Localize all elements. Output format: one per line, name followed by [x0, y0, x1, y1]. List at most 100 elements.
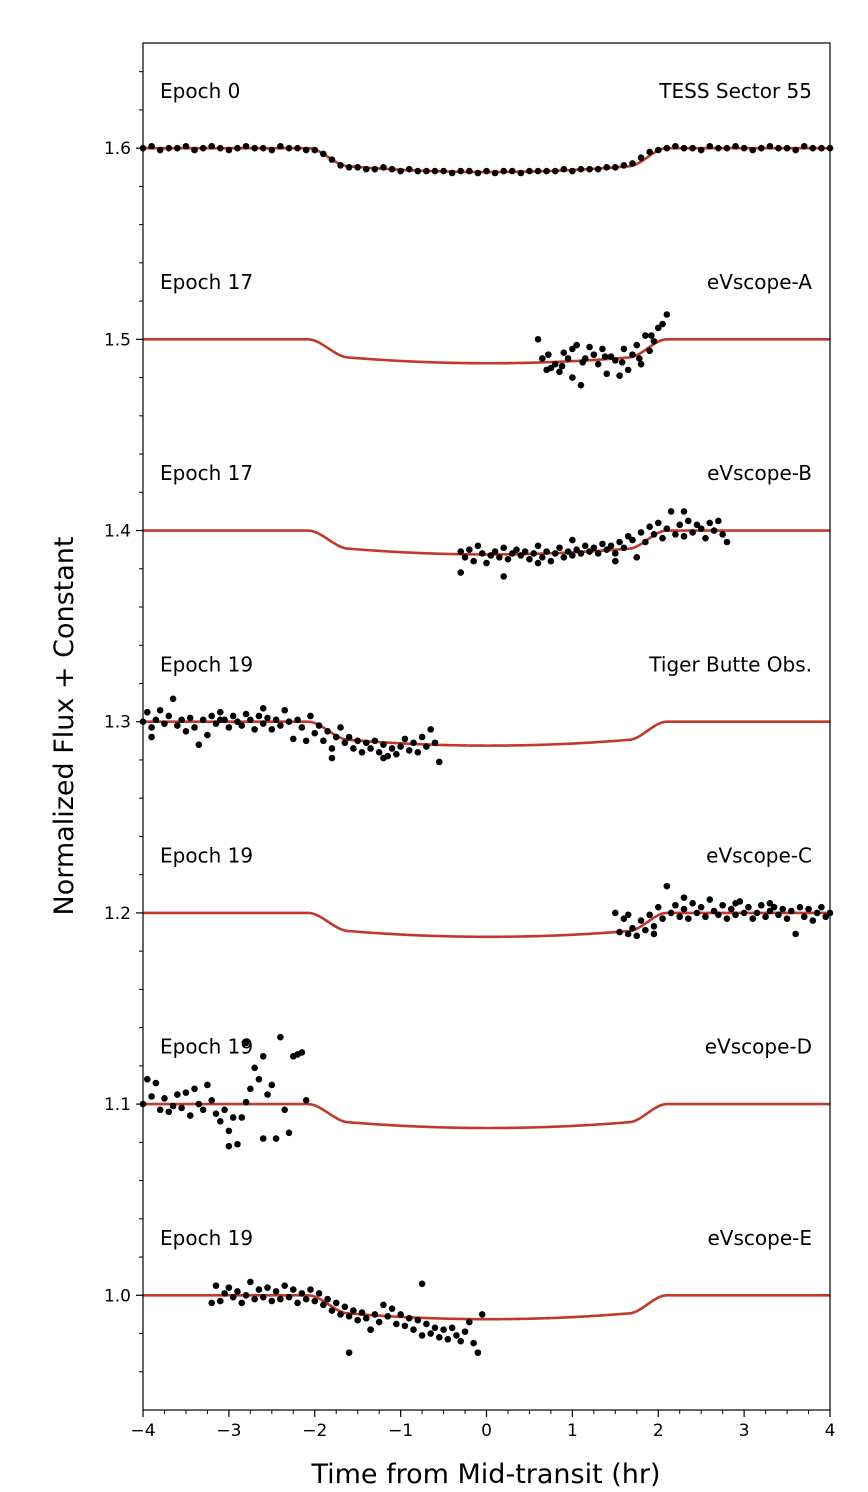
- data-point: [277, 1295, 284, 1303]
- data-point: [624, 911, 632, 919]
- data-point: [491, 169, 499, 177]
- data-point: [762, 913, 769, 921]
- data-point: [238, 722, 246, 729]
- data-point: [457, 1337, 465, 1345]
- data-point: [706, 896, 714, 903]
- data-point: [504, 555, 512, 563]
- data-point: [719, 901, 726, 909]
- data-point: [156, 146, 164, 154]
- data-point: [453, 1332, 460, 1339]
- data-point: [719, 531, 726, 538]
- data-point: [586, 548, 593, 555]
- data-point: [358, 749, 366, 756]
- data-point: [345, 163, 353, 171]
- data-point: [573, 341, 580, 349]
- data-point: [706, 519, 714, 527]
- data-point: [805, 905, 812, 913]
- panel-tiger-butte-obs: Epoch 19 Tiger Butte Obs.: [139, 652, 830, 766]
- transit-model-line: [143, 1102, 830, 1130]
- data-point: [809, 144, 817, 152]
- data-point: [620, 162, 628, 169]
- data-point: [165, 1108, 173, 1116]
- x-tick-label: 3: [739, 1421, 750, 1441]
- data-point: [350, 745, 357, 752]
- data-point: [547, 557, 555, 565]
- data-point: [165, 712, 173, 720]
- data-point: [371, 1311, 379, 1318]
- panel-evscope-d: Epoch 19 eVscope-D: [139, 1033, 830, 1150]
- data-point: [594, 550, 602, 557]
- data-point: [302, 737, 310, 745]
- data-point: [238, 1114, 246, 1121]
- data-point: [277, 142, 284, 150]
- data-point: [601, 353, 609, 360]
- data-point: [405, 1314, 413, 1322]
- data-point: [783, 915, 791, 922]
- data-point: [637, 917, 645, 924]
- instrument-label: eVscope-E: [708, 1226, 813, 1250]
- data-point: [624, 532, 632, 540]
- data-point: [749, 146, 757, 154]
- data-point: [792, 930, 799, 938]
- data-point: [646, 148, 653, 156]
- data-point: [169, 1102, 177, 1110]
- epoch-label: Epoch 19: [160, 1035, 253, 1059]
- epoch-label: Epoch 19: [160, 844, 253, 868]
- data-point: [545, 351, 552, 358]
- panel-tess-sector-55: Epoch 0 TESS Sector 55: [139, 79, 834, 177]
- data-point: [431, 167, 439, 175]
- axes-frame: [142, 42, 831, 1411]
- data-point: [680, 144, 688, 152]
- data-point: [758, 144, 765, 152]
- data-point: [247, 1085, 254, 1093]
- data-point: [362, 1314, 370, 1322]
- data-point: [285, 718, 293, 726]
- data-point: [466, 167, 473, 175]
- data-point: [594, 165, 602, 173]
- data-point: [362, 739, 370, 747]
- data-point: [560, 165, 568, 173]
- data-point: [302, 1295, 310, 1303]
- data-point: [435, 1334, 443, 1341]
- data-point: [156, 1106, 164, 1114]
- instrument-label: Tiger Butte Obs.: [648, 652, 812, 676]
- data-point: [208, 1096, 215, 1104]
- x-tick-label: 2: [653, 1421, 664, 1441]
- data-point: [388, 1305, 396, 1312]
- data-point: [534, 542, 542, 550]
- data-point: [302, 1096, 310, 1104]
- data-point: [324, 727, 331, 735]
- data-point: [483, 167, 490, 175]
- data-point: [646, 911, 653, 919]
- data-point: [259, 144, 267, 152]
- data-point: [646, 523, 653, 531]
- data-point: [384, 1313, 392, 1320]
- data-point: [616, 538, 623, 546]
- data-point: [637, 529, 645, 536]
- data-point: [186, 714, 194, 722]
- data-point: [689, 529, 696, 536]
- data-point: [380, 754, 387, 762]
- data-point: [208, 142, 215, 150]
- data-point: [547, 364, 555, 372]
- data-point: [710, 907, 718, 915]
- data-point: [229, 1293, 237, 1301]
- data-point: [337, 724, 344, 731]
- data-point: [629, 160, 636, 167]
- data-point: [143, 1075, 151, 1083]
- data-point: [689, 900, 696, 907]
- data-point: [418, 733, 426, 741]
- y-tick-label: 1.6: [104, 139, 131, 159]
- data-point: [569, 167, 576, 175]
- data-point: [431, 1324, 439, 1332]
- data-point: [530, 550, 538, 557]
- x-tick-label: 1: [567, 1421, 578, 1441]
- data-point: [496, 553, 503, 561]
- data-point: [431, 739, 439, 747]
- data-point: [654, 903, 662, 911]
- data-point: [397, 743, 404, 750]
- data-point: [637, 154, 645, 162]
- data-point: [255, 712, 263, 720]
- data-point: [667, 909, 675, 917]
